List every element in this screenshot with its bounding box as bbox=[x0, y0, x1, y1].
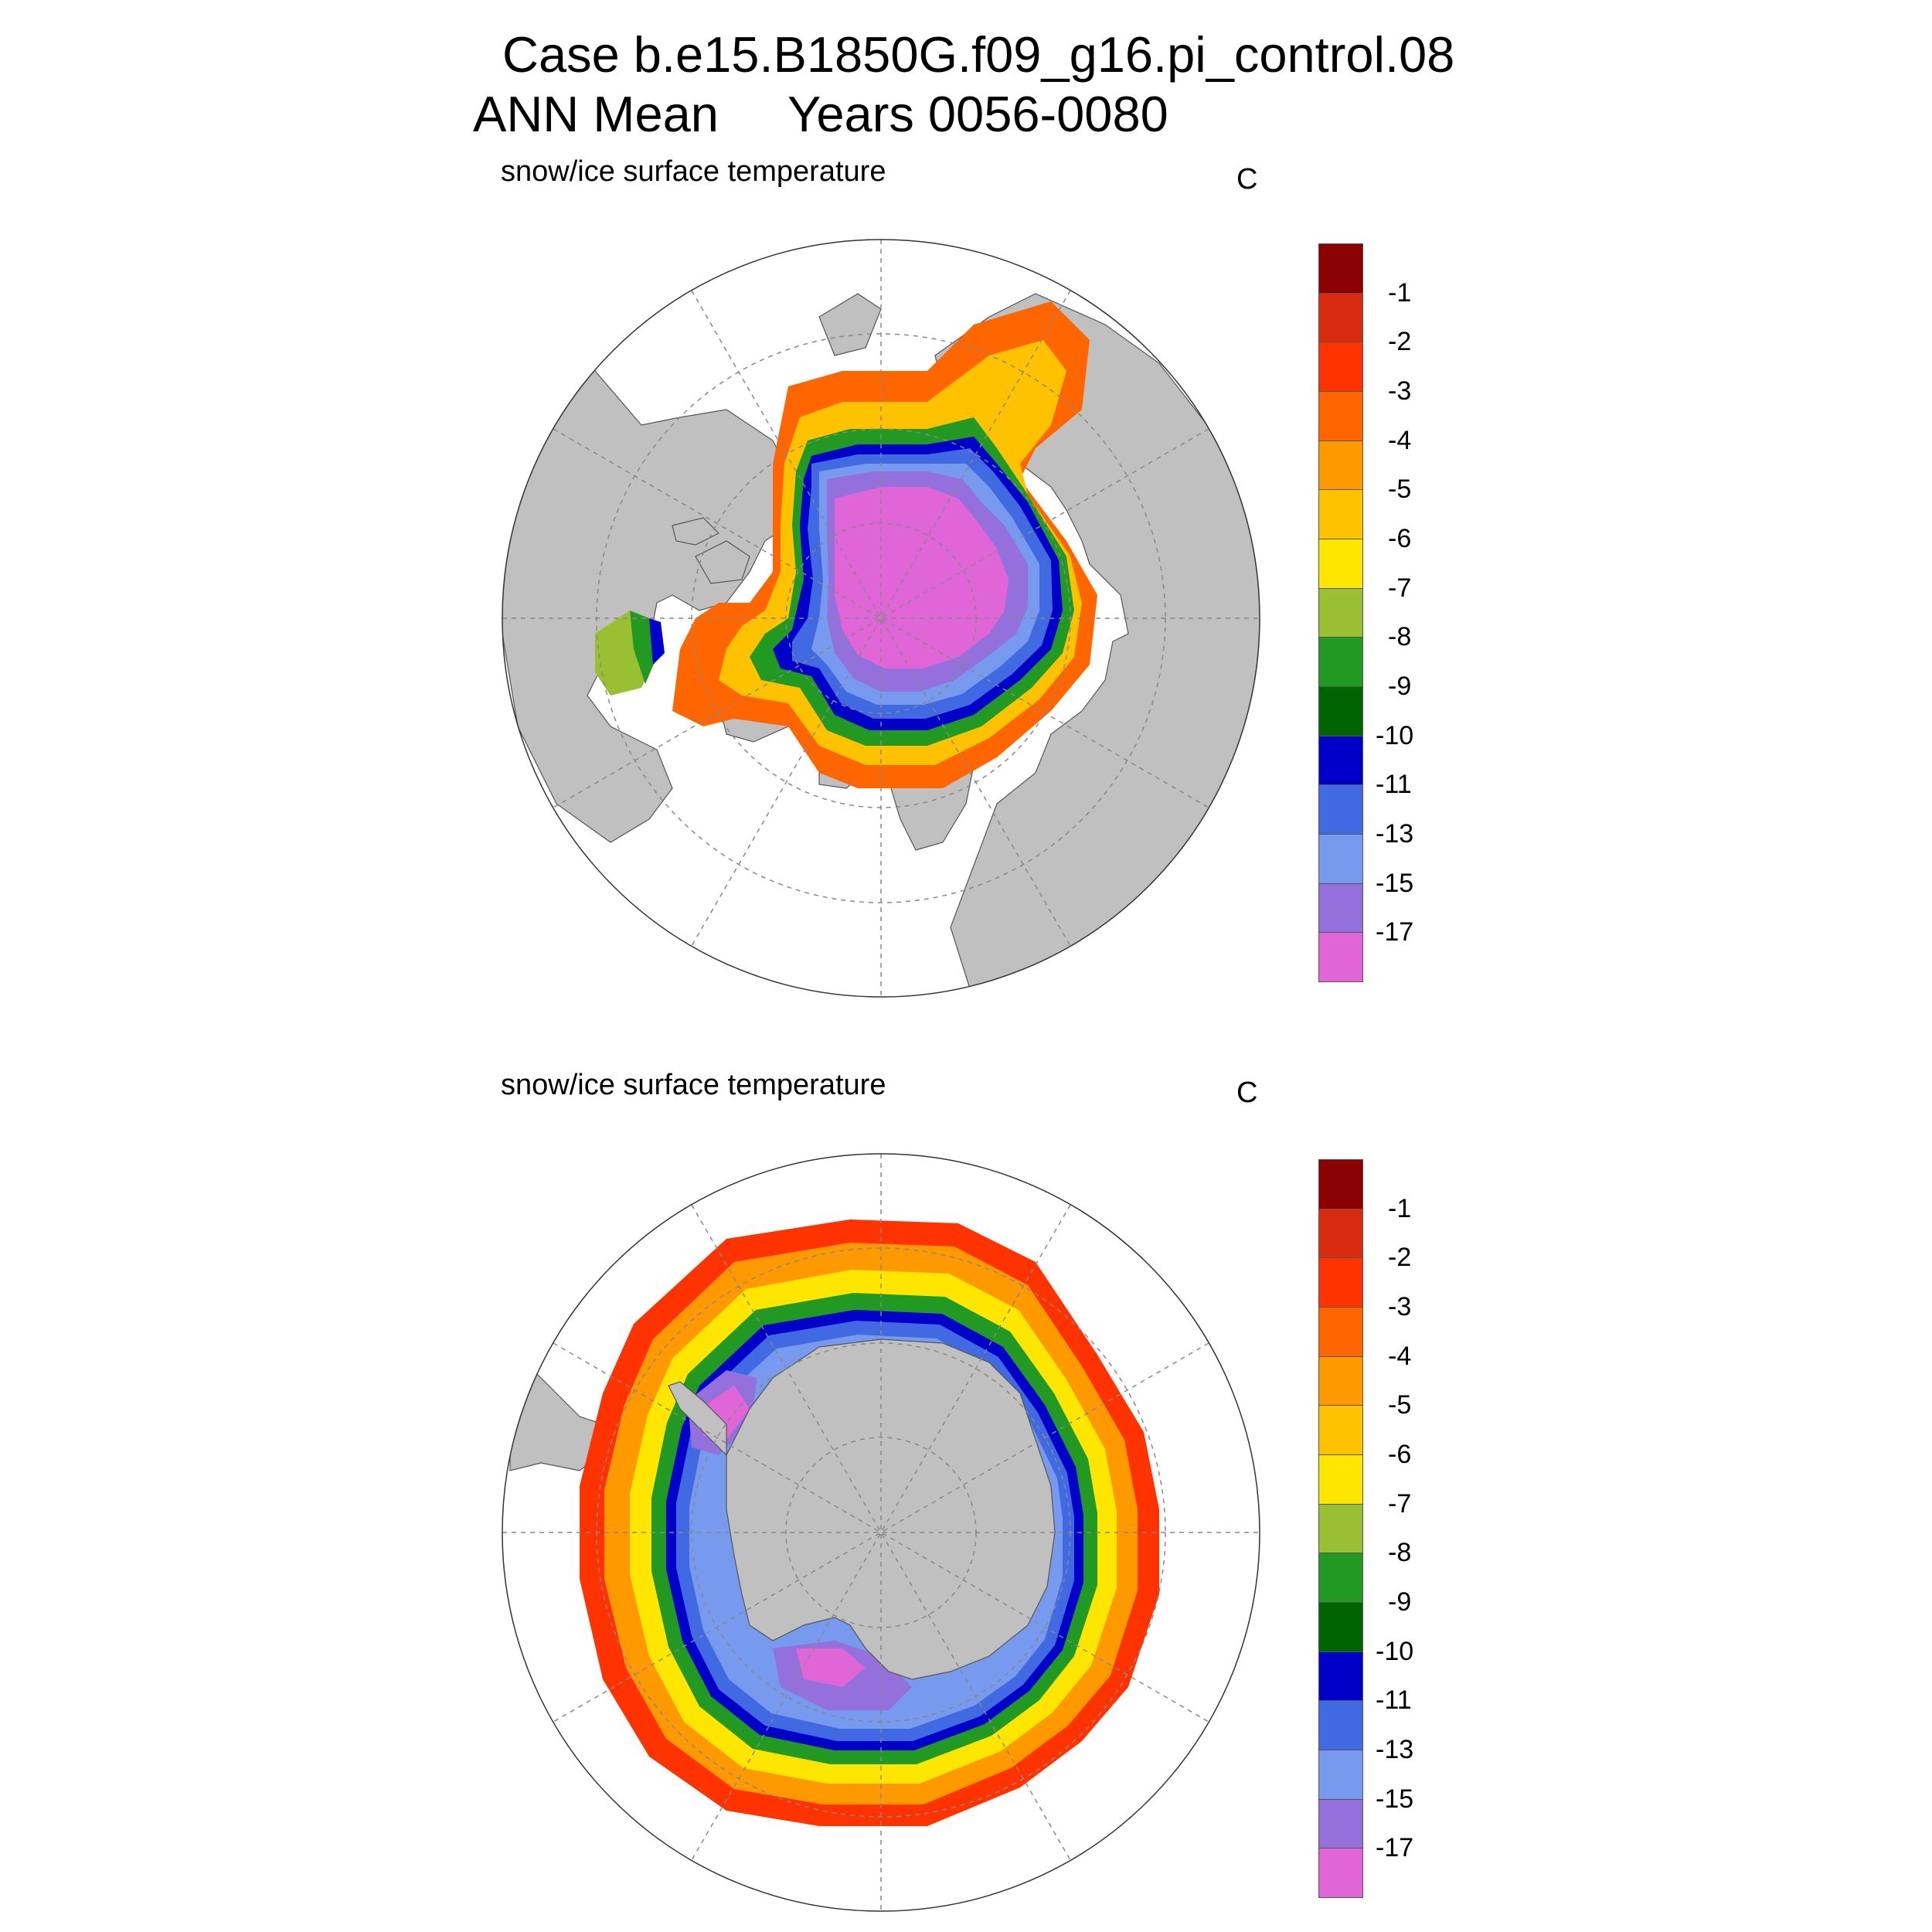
north-colorbar-label: -6 bbox=[1388, 524, 1412, 553]
south-colorbar-label: -17 bbox=[1376, 1833, 1414, 1863]
north-colorbar-label: -17 bbox=[1376, 917, 1414, 947]
north-colorbar-label: -9 bbox=[1388, 672, 1412, 701]
north-colorbar-box bbox=[1318, 834, 1363, 884]
south-colorbar-label: -13 bbox=[1376, 1735, 1414, 1764]
north-colorbar-label: -8 bbox=[1388, 622, 1412, 652]
north-colorbar-box bbox=[1318, 440, 1363, 491]
north-colorbar-label: -13 bbox=[1376, 819, 1414, 849]
south-graticule bbox=[502, 1154, 1260, 1911]
south-colorbar: -1 -2 -3 -4 -5 -6 -7 -8 -9 -10 -11 -13 -15 -17 bbox=[1318, 1159, 1413, 1898]
north-polar-map bbox=[502, 239, 1260, 998]
south-colorbar-box bbox=[1318, 1651, 1363, 1702]
north-map-border bbox=[502, 239, 1260, 998]
south-colorbar-label: -9 bbox=[1388, 1587, 1412, 1617]
north-panel-title: snow/ice surface temperature bbox=[501, 155, 886, 188]
south-map-border bbox=[502, 1153, 1260, 1912]
south-colorbar-label: -7 bbox=[1388, 1488, 1412, 1519]
south-ice-pink-ross bbox=[796, 1648, 866, 1687]
north-colorbar-label: -2 bbox=[1388, 327, 1412, 357]
north-colorbar-label: -10 bbox=[1376, 720, 1414, 750]
south-colorbar-label: -6 bbox=[1388, 1440, 1412, 1469]
south-colorbar-box bbox=[1318, 1700, 1363, 1750]
north-colorbar-box bbox=[1318, 243, 1363, 294]
figure-title-period: ANN Mean Years 0056-0080 bbox=[473, 86, 1168, 142]
north-colorbar-label: -15 bbox=[1376, 868, 1414, 898]
south-colorbar-label: -8 bbox=[1388, 1538, 1412, 1568]
south-colorbar-label: -1 bbox=[1388, 1193, 1412, 1223]
figure-title-case: Case b.e15.B1850G.f09_g16.pi_control.08 bbox=[502, 26, 1455, 83]
north-colorbar-box bbox=[1318, 342, 1363, 392]
south-colorbar-label: -11 bbox=[1376, 1685, 1412, 1716]
north-colorbar-box bbox=[1318, 391, 1363, 441]
north-panel-units: C bbox=[1236, 163, 1258, 196]
south-colorbar-box bbox=[1318, 1503, 1363, 1554]
south-polar-map bbox=[502, 1153, 1260, 1912]
south-colorbar-label: -2 bbox=[1388, 1243, 1412, 1273]
north-colorbar-label: -1 bbox=[1388, 277, 1412, 308]
south-colorbar-label: -4 bbox=[1388, 1341, 1412, 1371]
south-colorbar-box bbox=[1318, 1257, 1363, 1308]
north-colorbar-box bbox=[1318, 932, 1363, 982]
north-colorbar: -1 -2 -3 -4 -5 -6 -7 -8 -9 -10 -11 -13 -15 -17 bbox=[1318, 243, 1413, 982]
south-panel-title: snow/ice surface temperature bbox=[501, 1069, 886, 1101]
south-colorbar-box bbox=[1318, 1208, 1363, 1259]
south-panel-units: C bbox=[1236, 1077, 1258, 1109]
south-colorbar-box bbox=[1318, 1454, 1363, 1505]
south-colorbar-box bbox=[1318, 1848, 1363, 1898]
north-colorbar-label: -3 bbox=[1388, 376, 1412, 406]
north-colorbar-box bbox=[1318, 784, 1363, 835]
south-colorbar-box bbox=[1318, 1798, 1363, 1849]
north-colorbar-label: -5 bbox=[1388, 474, 1412, 505]
north-colorbar-box bbox=[1318, 735, 1363, 786]
north-colorbar-box bbox=[1318, 637, 1363, 687]
south-colorbar-label: -5 bbox=[1388, 1390, 1412, 1420]
south-colorbar-label: -3 bbox=[1388, 1292, 1412, 1321]
north-ice-field bbox=[595, 301, 1097, 788]
north-colorbar-box bbox=[1318, 883, 1363, 934]
north-colorbar-label: -4 bbox=[1388, 425, 1412, 455]
north-colorbar-label: -11 bbox=[1376, 770, 1412, 800]
south-colorbar-label: -10 bbox=[1376, 1636, 1414, 1666]
south-colorbar-box bbox=[1318, 1750, 1363, 1800]
north-colorbar-box bbox=[1318, 292, 1363, 343]
south-colorbar-box bbox=[1318, 1553, 1363, 1603]
north-colorbar-label: -7 bbox=[1388, 573, 1412, 603]
north-colorbar-box bbox=[1318, 539, 1363, 589]
south-land-antarctica bbox=[726, 1338, 1056, 1680]
south-colorbar-box bbox=[1318, 1159, 1363, 1209]
north-colorbar-box bbox=[1318, 587, 1363, 638]
south-colorbar-label: -15 bbox=[1376, 1784, 1414, 1814]
south-colorbar-box bbox=[1318, 1405, 1363, 1455]
south-colorbar-box bbox=[1318, 1355, 1363, 1406]
south-colorbar-box bbox=[1318, 1602, 1363, 1652]
south-colorbar-box bbox=[1318, 1307, 1363, 1357]
north-colorbar-box bbox=[1318, 686, 1363, 736]
north-colorbar-box bbox=[1318, 489, 1363, 539]
north-graticule bbox=[502, 240, 1260, 997]
